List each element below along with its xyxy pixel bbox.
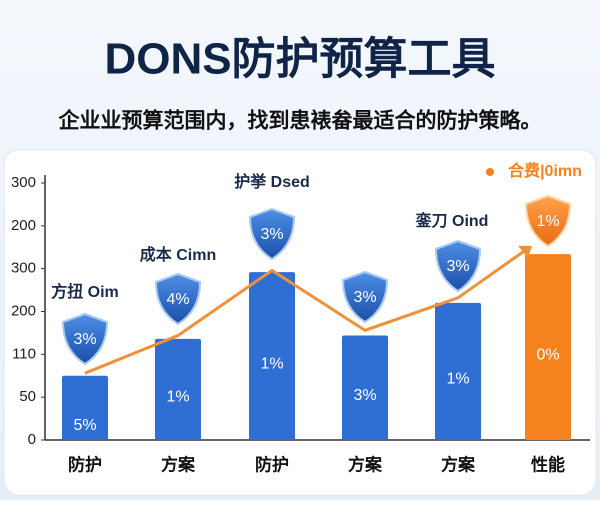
callout: 銮刀 Oind bbox=[415, 211, 489, 230]
y-tick-label: 50 bbox=[19, 388, 36, 405]
bar-label: 1% bbox=[446, 371, 469, 388]
bar bbox=[342, 335, 388, 440]
bar-label: 0% bbox=[536, 346, 559, 363]
shield-label: 3% bbox=[73, 331, 96, 348]
y-tick-label: 110 bbox=[12, 345, 36, 362]
bar-label: 3% bbox=[353, 387, 376, 404]
x-tick-label: 防护 bbox=[68, 454, 102, 474]
bar bbox=[155, 338, 201, 440]
shield bbox=[61, 312, 109, 366]
shield bbox=[434, 239, 482, 293]
title: DONS防护预算工具 bbox=[104, 35, 495, 84]
shield bbox=[248, 207, 296, 261]
y-tick-label: 300 bbox=[11, 260, 36, 277]
callout: 护挙 Dsed bbox=[234, 172, 310, 191]
bar bbox=[435, 302, 481, 440]
subtitle: 企业业预算范围内，找到患裱畚最适合的防护策略。 bbox=[58, 109, 542, 133]
y-tick-label: 300 bbox=[11, 174, 36, 191]
x-tick-label: 方案 bbox=[161, 454, 196, 474]
shield-label: 1% bbox=[536, 213, 559, 230]
bar-label: 5% bbox=[73, 417, 96, 434]
callout: 成本 Cimn bbox=[140, 245, 216, 264]
shield-label: 4% bbox=[166, 291, 189, 308]
bar bbox=[62, 375, 108, 440]
x-tick-label: 防护 bbox=[255, 454, 289, 474]
bar-label: 1% bbox=[166, 389, 189, 406]
y-tick-label: 0 bbox=[28, 431, 36, 448]
x-tick-label: 方案 bbox=[441, 454, 476, 474]
callout: 合费|0imn bbox=[508, 161, 582, 180]
x-tick-label: 性能 bbox=[531, 454, 565, 474]
shield bbox=[154, 272, 202, 326]
bar-label: 1% bbox=[260, 355, 283, 372]
callout-dot bbox=[486, 168, 494, 176]
y-tick-label: 200 bbox=[11, 217, 36, 234]
shield bbox=[341, 270, 389, 324]
shield bbox=[524, 194, 572, 248]
shield-label: 3% bbox=[353, 289, 376, 306]
bar bbox=[249, 272, 295, 440]
arrow-head bbox=[518, 245, 532, 258]
shield-label: 3% bbox=[260, 226, 283, 243]
callout: 方扭 Oim bbox=[51, 282, 119, 301]
y-tick-label: 200 bbox=[11, 302, 36, 319]
x-tick-label: 方案 bbox=[348, 454, 383, 474]
trend-line bbox=[84, 248, 527, 375]
shield-label: 3% bbox=[446, 258, 469, 275]
bar bbox=[525, 254, 571, 440]
